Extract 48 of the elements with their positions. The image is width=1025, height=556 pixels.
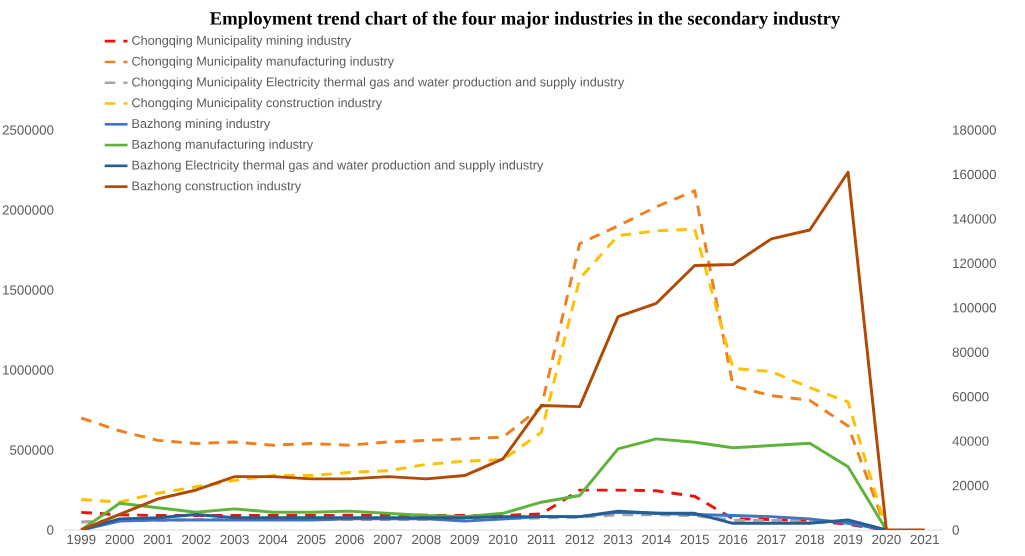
y-tick-label: 2000000	[2, 205, 54, 215]
x-tick-label: 1999	[67, 534, 96, 545]
y-tick-label: 0	[47, 525, 54, 535]
x-tick-label: 2016	[718, 534, 748, 545]
y2-tick-label: 140000	[953, 214, 997, 224]
y2-tick-label: 120000	[953, 258, 997, 269]
y2-tick-label: 180000	[953, 125, 997, 135]
x-tick-label: 2001	[143, 534, 173, 545]
y2-tick-label: 100000	[953, 303, 997, 313]
x-tick-label: 2015	[680, 534, 709, 545]
x-tick-label: 2005	[297, 534, 326, 545]
legend-label: Bazhong construction industry	[132, 181, 302, 193]
legend-label: Bazhong mining industry	[132, 118, 271, 131]
legend-label: Chongqing Municipality mining industry	[132, 35, 352, 48]
x-tick-label: 2010	[488, 534, 518, 545]
x-tick-label: 2003	[220, 534, 249, 545]
x-tick-label: 2021	[910, 534, 939, 545]
y-tick-label: 1500000	[3, 285, 54, 295]
y-tick-label: 500000	[10, 445, 54, 455]
chart-title: Employment trend chart of the four major industries in the secondary industry	[209, 11, 841, 29]
x-tick-label: 2000	[105, 534, 134, 545]
x-tick-label: 2002	[182, 534, 211, 545]
legend-label: Chongqing Municipality Electricity thermal gas and water production and supply industry	[132, 77, 625, 89]
x-tick-label: 2013	[603, 534, 633, 545]
x-tick-label: 2020	[872, 534, 901, 545]
x-tick-label: 2004	[258, 534, 288, 545]
y2-tick-label: 40000	[952, 436, 989, 446]
y2-tick-label: 20000	[952, 480, 989, 491]
x-tick-label: 2019	[833, 534, 863, 545]
x-tick-label: 2012	[565, 534, 594, 545]
legend-label: Bazhong manufacturing industry	[132, 139, 314, 152]
x-tick-label: 2018	[795, 534, 824, 545]
y2-tick-label: 0	[952, 525, 959, 535]
x-tick-label: 2008	[412, 534, 441, 545]
y2-tick-label: 160000	[953, 169, 997, 180]
x-tick-label: 2006	[335, 534, 364, 545]
y2-tick-label: 60000	[952, 391, 989, 402]
y-tick-label: 1000000	[3, 365, 54, 375]
legend-label: Bazhong Electricity thermal gas and water production and supply industry	[132, 160, 544, 173]
x-tick-label: 2007	[373, 534, 403, 545]
x-tick-label: 2014	[642, 534, 671, 545]
x-tick-label: 2009	[450, 534, 479, 545]
y2-tick-label: 80000	[952, 347, 989, 357]
x-tick-label: 2017	[757, 534, 786, 545]
y-tick-label: 2500000	[2, 125, 54, 135]
legend-label: Chongqing Municipality construction industry	[132, 97, 383, 110]
legend-label: Chongqing Municipality manufacturing industry	[132, 56, 395, 69]
x-tick-label: 2011	[527, 534, 556, 545]
